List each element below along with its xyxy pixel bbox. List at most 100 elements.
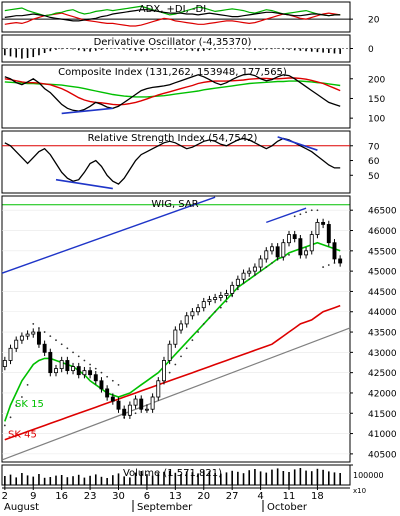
y-tick-label: 70: [368, 142, 380, 152]
y-tick-label: 60: [368, 157, 380, 167]
sar-dot: [180, 355, 182, 358]
sar-dot: [310, 209, 313, 212]
y-tick-label: 45500: [368, 247, 397, 257]
y-tick-label: 45000: [368, 268, 397, 278]
month-label: September: [137, 502, 193, 512]
rsi-trend-line-high: [277, 136, 318, 151]
price-trend-line-top: [266, 207, 307, 224]
price-candle: [190, 311, 195, 317]
price-candle: [179, 323, 183, 331]
price-candle: [162, 360, 166, 382]
price-pane-frame: [1, 195, 351, 463]
sar-dot: [225, 300, 228, 303]
sar-dot: [248, 278, 251, 281]
price-candle: [252, 266, 257, 272]
composite-index-line: [4, 73, 341, 112]
sar-dot: [185, 347, 188, 350]
price-candle: [2, 360, 7, 367]
price-candle: [258, 258, 263, 268]
rsi-trend-line-low: [55, 178, 113, 190]
price-candle: [326, 224, 331, 244]
pane-title: ADX, +DI, -DI: [139, 4, 206, 15]
pane-title: Derivative Oscillator (-4,35370): [94, 37, 252, 48]
sar-dot: [89, 363, 91, 366]
price-candle: [298, 238, 303, 256]
price-candle: [287, 234, 291, 244]
y-tick-label: 42000: [368, 389, 397, 399]
sar-dot: [265, 266, 268, 268]
composite-fast-ma: [4, 77, 341, 106]
x-tick-label: 18: [311, 491, 324, 502]
sar-dot: [117, 383, 120, 386]
sar-dot: [197, 331, 199, 333]
price-candle: [224, 293, 229, 296]
price-support-line: [1, 327, 351, 461]
sar-dot: [111, 379, 114, 382]
y-tick-label: 50: [368, 172, 380, 182]
price-candle: [201, 301, 206, 309]
sar-dot: [60, 343, 63, 346]
adx-line: [4, 9, 341, 22]
sar-dot: [271, 262, 273, 264]
price-candle: [14, 339, 19, 349]
sar-dot: [15, 404, 18, 407]
pane-title: Relative Strength Index (54,7542): [88, 133, 258, 144]
sar-dot: [94, 367, 97, 370]
price-candle: [19, 335, 24, 341]
y-tick-label: 41500: [368, 410, 397, 420]
y-tick-label: 44000: [368, 308, 397, 318]
x-tick-label: 27: [226, 491, 239, 502]
price-candle: [213, 297, 218, 300]
price-candle: [309, 234, 314, 252]
month-label: August: [4, 502, 39, 512]
y-tick-label: 46500: [368, 207, 397, 217]
price-candle: [36, 331, 41, 345]
price-candle: [54, 368, 58, 374]
price-candle: [207, 299, 212, 302]
x-tick-label: 4: [257, 491, 263, 502]
price-candle: [281, 242, 286, 258]
y-tick-label: 42500: [368, 369, 397, 379]
sar-dot: [322, 266, 325, 268]
price-candle: [127, 404, 132, 416]
sk15-label: SK 15: [15, 399, 44, 410]
y-tick-label: 20: [368, 16, 380, 26]
sar-dot: [168, 371, 171, 374]
sar-dot: [219, 306, 222, 309]
rsi-pane-frame: [1, 130, 351, 194]
price-candle: [133, 398, 138, 406]
price-candle: [184, 315, 189, 325]
sar-dot: [9, 416, 12, 419]
sar-dot: [327, 264, 330, 266]
price-candle: [230, 284, 235, 294]
price-candle: [82, 370, 87, 376]
rsi-line: [4, 137, 341, 185]
sar-dot: [299, 213, 302, 216]
sar-dot: [72, 351, 74, 354]
sar-dot: [316, 209, 319, 212]
x-tick-label: 13: [169, 491, 182, 502]
price-candle: [105, 388, 110, 398]
y-tick-label: 43000: [368, 349, 397, 359]
sar-dot: [43, 331, 46, 333]
pane-title: Composite Index (131,262, 153948, 177,56…: [58, 67, 287, 78]
y-tick-label: 0: [368, 45, 374, 55]
sar-dot: [208, 316, 211, 319]
price-candle: [99, 380, 104, 390]
y-tick-label: 44500: [368, 288, 397, 298]
sar-dot: [49, 335, 52, 338]
price-candle: [144, 408, 149, 411]
price-trend-line-up: [1, 196, 216, 274]
adx-pane-frame: [1, 1, 351, 33]
price-candle: [31, 331, 36, 335]
sar-dot: [202, 323, 205, 325]
sar-dot: [100, 371, 103, 374]
price-candle: [42, 343, 47, 353]
sar-dot: [174, 363, 177, 366]
price-candle: [116, 400, 121, 410]
x-tick-label: 16: [55, 491, 68, 502]
composite-slow-ma: [4, 80, 341, 98]
price-candle: [332, 242, 337, 260]
sar-dot: [83, 359, 86, 362]
price-candle: [269, 246, 274, 252]
